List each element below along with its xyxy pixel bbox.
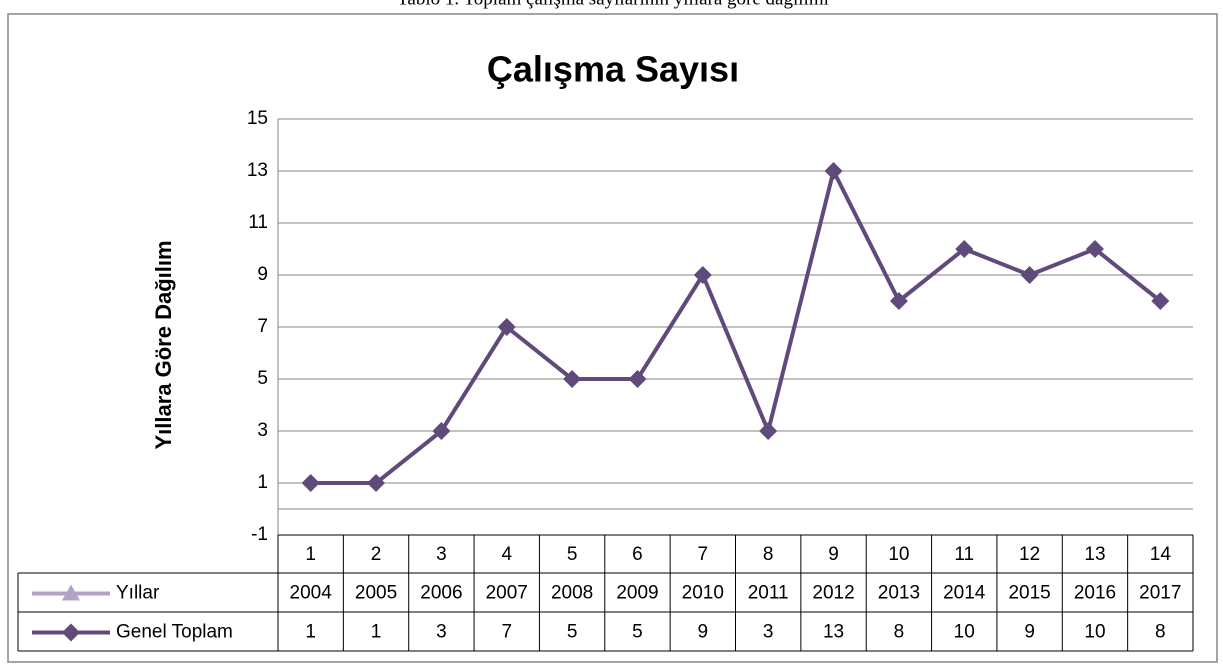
x-tick-label: 14 (1150, 544, 1172, 565)
y-tick-label: 13 (247, 160, 268, 181)
table-value: 2005 (355, 583, 397, 604)
y-axis-label: Yıllara Göre Dağılım (151, 240, 176, 449)
table-value: 10 (1084, 622, 1105, 643)
marker (62, 584, 80, 601)
table-value: 7 (501, 622, 512, 643)
marker (824, 162, 843, 180)
table-value: 5 (632, 622, 643, 643)
marker (62, 623, 80, 642)
table-value: 2016 (1074, 583, 1116, 604)
x-tick-label: 11 (954, 544, 974, 565)
x-tick-label: 5 (567, 544, 578, 565)
table-value: 8 (1155, 622, 1166, 643)
marker (367, 474, 386, 492)
table-value: 2008 (551, 583, 593, 604)
y-tick-label: 3 (257, 420, 268, 441)
table-value: 2013 (878, 583, 920, 604)
x-tick-label: 7 (698, 544, 709, 565)
marker (693, 266, 712, 284)
table-value: 10 (954, 622, 975, 643)
x-tick-label: 2 (371, 544, 382, 565)
y-tick-label: 11 (248, 212, 268, 233)
y-tick-label: 9 (257, 264, 268, 285)
x-tick-label: 3 (436, 544, 447, 565)
x-tick-label: 4 (501, 544, 512, 565)
series-line (310, 169, 1162, 485)
table-value: 1 (371, 622, 382, 643)
table-value: 2007 (486, 583, 528, 604)
marker (955, 240, 974, 258)
caption: Tablo 1. Toplam çalışma sayılarının yıll… (397, 0, 829, 9)
marker (563, 370, 582, 388)
marker (432, 422, 451, 440)
table-value: 2014 (943, 583, 986, 604)
x-tick-label: 12 (1019, 544, 1040, 565)
table-value: 2012 (812, 583, 854, 604)
table-value: 2011 (748, 583, 789, 604)
marker (628, 370, 647, 388)
table-value: 3 (436, 622, 447, 643)
table-value: 2006 (420, 583, 462, 604)
table-value: 2017 (1139, 583, 1181, 604)
chart-title: Çalışma Sayısı (487, 49, 739, 90)
plot-area (301, 162, 1170, 492)
marker (1151, 292, 1170, 310)
table-value: 3 (763, 622, 774, 643)
marker (301, 474, 320, 492)
y-tick-label: 5 (257, 368, 268, 389)
table-value: 2010 (682, 583, 724, 604)
y-tick-label: 1 (257, 472, 268, 493)
table-value: 9 (698, 622, 709, 643)
y-tick-label: -1 (251, 524, 268, 545)
legend-label: Genel Toplam (116, 622, 233, 643)
legend-label: Yıllar (116, 583, 160, 604)
x-tick-label: 9 (828, 544, 839, 565)
table-value: 9 (1024, 622, 1035, 643)
marker (1020, 266, 1039, 284)
table-value: 1 (305, 622, 316, 643)
x-tick-label: 6 (632, 544, 643, 565)
marker (889, 292, 908, 310)
x-tick-label: 13 (1084, 544, 1105, 565)
table-value: 2009 (616, 583, 658, 604)
table-value: 13 (823, 622, 844, 643)
x-tick-label: 8 (763, 544, 774, 565)
x-tick-label: 10 (888, 544, 909, 565)
chart-frame (7, 13, 1218, 663)
table-value: 2004 (290, 583, 333, 604)
marker (759, 422, 778, 440)
table-value: 2015 (1008, 583, 1050, 604)
table-value: 5 (567, 622, 578, 643)
x-tick-label: 1 (305, 544, 316, 565)
y-tick-label: 15 (247, 108, 268, 129)
marker (497, 318, 516, 336)
marker (1085, 240, 1104, 258)
y-tick-label: 7 (257, 316, 268, 337)
table-value: 8 (894, 622, 905, 643)
